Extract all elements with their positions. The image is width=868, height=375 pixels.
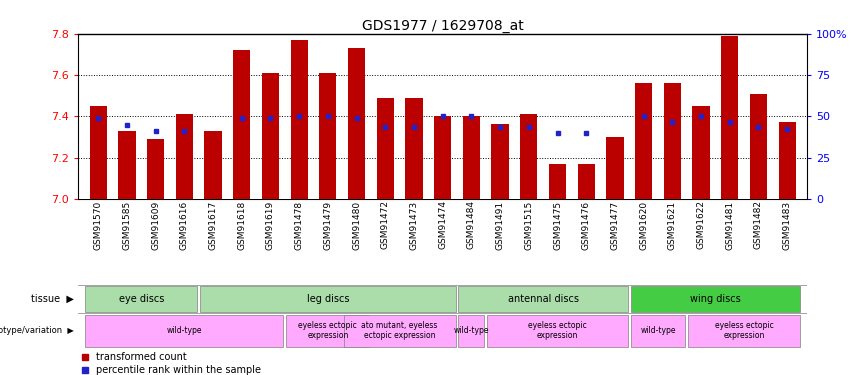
Bar (434, 116, 451, 199)
Text: GSM91473: GSM91473 (410, 200, 418, 250)
Text: GSM91570: GSM91570 (94, 200, 102, 250)
Bar (688, 315, 800, 347)
Bar (377, 98, 394, 199)
Text: wing discs: wing discs (690, 294, 740, 303)
Text: GSM91491: GSM91491 (496, 200, 504, 250)
Bar (463, 116, 480, 199)
Bar (458, 315, 484, 347)
Bar (458, 286, 628, 312)
Text: ato mutant, eyeless
ectopic expression: ato mutant, eyeless ectopic expression (361, 321, 437, 340)
Bar (779, 122, 796, 199)
Text: percentile rank within the sample: percentile rank within the sample (96, 365, 261, 375)
Text: antennal discs: antennal discs (508, 294, 579, 303)
Text: GSM91620: GSM91620 (639, 200, 648, 250)
Bar (85, 315, 283, 347)
Text: GSM91616: GSM91616 (180, 200, 189, 250)
Bar (262, 73, 279, 199)
Bar (693, 106, 710, 199)
Text: GSM91477: GSM91477 (610, 200, 620, 250)
Bar (631, 286, 800, 312)
Bar (319, 73, 337, 199)
Text: eyeless ectopic
expression: eyeless ectopic expression (714, 321, 773, 340)
Text: wild-type: wild-type (454, 326, 490, 335)
Bar (721, 36, 739, 199)
Text: transformed count: transformed count (96, 352, 187, 362)
Bar (635, 83, 652, 199)
Bar (147, 139, 164, 199)
Bar (118, 131, 135, 199)
Text: GSM91478: GSM91478 (294, 200, 304, 250)
Bar (549, 164, 566, 199)
Bar (175, 114, 193, 199)
Bar (664, 83, 681, 199)
Text: leg discs: leg discs (306, 294, 349, 303)
Text: GSM91480: GSM91480 (352, 200, 361, 250)
Bar (291, 40, 308, 199)
Bar (750, 94, 767, 199)
Text: wild-type: wild-type (641, 326, 675, 335)
Bar (577, 164, 595, 199)
Bar (405, 98, 423, 199)
Title: GDS1977 / 1629708_at: GDS1977 / 1629708_at (362, 19, 523, 33)
Bar (205, 131, 221, 199)
Text: GSM91484: GSM91484 (467, 200, 476, 249)
Bar (631, 315, 685, 347)
Text: GSM91621: GSM91621 (667, 200, 677, 250)
Text: GSM91609: GSM91609 (151, 200, 160, 250)
Text: tissue  ▶: tissue ▶ (31, 294, 74, 304)
Bar (233, 50, 250, 199)
Bar (487, 315, 628, 347)
Bar (89, 106, 107, 199)
Text: GSM91479: GSM91479 (324, 200, 332, 250)
Bar (85, 286, 197, 312)
Text: GSM91622: GSM91622 (696, 200, 706, 249)
Text: GSM91472: GSM91472 (381, 200, 390, 249)
Text: GSM91617: GSM91617 (208, 200, 218, 250)
Bar (286, 315, 370, 347)
Text: wild-type: wild-type (167, 326, 202, 335)
Text: GSM91585: GSM91585 (122, 200, 131, 250)
Bar (607, 137, 623, 199)
Bar (520, 114, 537, 199)
Text: eye discs: eye discs (119, 294, 164, 303)
Text: eyeless ectopic
expression: eyeless ectopic expression (299, 321, 358, 340)
Bar (201, 286, 456, 312)
Text: GSM91476: GSM91476 (582, 200, 591, 250)
Text: GSM91475: GSM91475 (553, 200, 562, 250)
Text: genotype/variation  ▶: genotype/variation ▶ (0, 326, 74, 335)
Text: eyeless ectopic
expression: eyeless ectopic expression (528, 321, 587, 340)
Text: GSM91474: GSM91474 (438, 200, 447, 249)
Bar (344, 315, 456, 347)
Text: GSM91481: GSM91481 (726, 200, 734, 250)
Text: GSM91482: GSM91482 (754, 200, 763, 249)
Text: GSM91619: GSM91619 (266, 200, 275, 250)
Text: GSM91618: GSM91618 (237, 200, 247, 250)
Text: GSM91515: GSM91515 (524, 200, 533, 250)
Text: GSM91483: GSM91483 (783, 200, 792, 250)
Bar (491, 124, 509, 199)
Bar (348, 48, 365, 199)
